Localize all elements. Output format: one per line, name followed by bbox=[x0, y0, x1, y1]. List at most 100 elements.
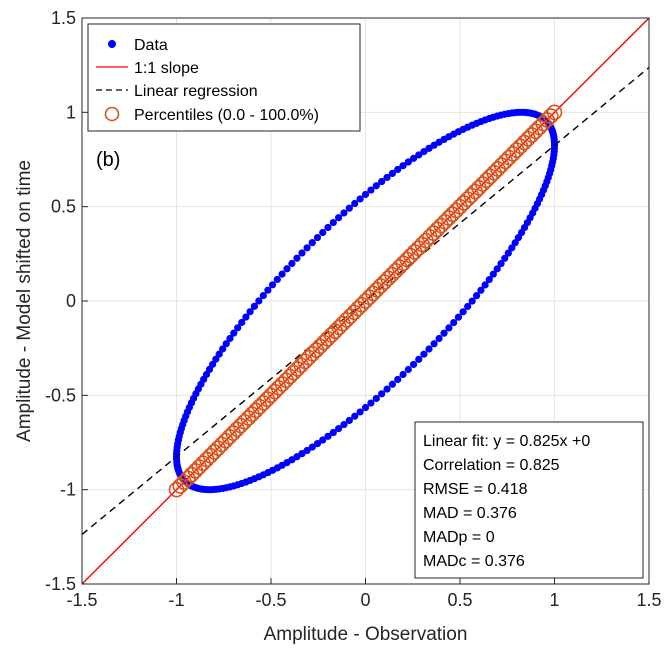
data-point bbox=[345, 416, 353, 425]
y-tick-label: -1.5 bbox=[45, 574, 76, 594]
data-point bbox=[485, 275, 493, 284]
data-point bbox=[303, 446, 311, 455]
y-tick-label: -1 bbox=[60, 480, 76, 500]
x-tick-label: 0 bbox=[360, 590, 370, 610]
data-point bbox=[367, 186, 375, 194]
data-point bbox=[319, 228, 327, 237]
percentile-point bbox=[542, 108, 559, 124]
data-point bbox=[504, 249, 512, 257]
data-point bbox=[329, 218, 337, 227]
data-point bbox=[501, 254, 509, 262]
regression-line bbox=[81, 66, 650, 536]
data-point bbox=[340, 209, 348, 217]
data-point bbox=[415, 151, 423, 159]
data-point bbox=[394, 375, 402, 384]
data-point bbox=[255, 297, 263, 305]
data-point bbox=[383, 385, 391, 393]
data-point bbox=[246, 308, 254, 316]
data-point bbox=[319, 436, 327, 444]
data-point bbox=[356, 195, 364, 203]
stats-box-frame bbox=[414, 421, 644, 579]
data-point bbox=[298, 249, 306, 257]
data-point bbox=[324, 223, 332, 232]
percentile-point bbox=[546, 104, 563, 121]
data-point bbox=[351, 199, 359, 208]
data-point bbox=[308, 443, 316, 451]
series-layer bbox=[81, 17, 650, 585]
stats-box: Linear fit: y = 0.825x +0 Correlation = … bbox=[414, 421, 644, 579]
y-tick-label: -0.5 bbox=[45, 385, 76, 405]
data-point bbox=[409, 154, 418, 162]
one-to-one-line bbox=[81, 17, 650, 585]
data-point bbox=[212, 355, 220, 363]
data-point bbox=[288, 259, 296, 268]
stats-madp: MADp = 0 bbox=[423, 529, 495, 546]
data-point bbox=[388, 380, 396, 388]
y-tick-label: 0.5 bbox=[51, 197, 76, 217]
stats-linear-fit: Linear fit: y = 0.825x +0 bbox=[423, 433, 590, 450]
data-point bbox=[303, 244, 311, 252]
data-point bbox=[264, 286, 272, 294]
data-point bbox=[420, 147, 428, 156]
y-tick-label: 0 bbox=[66, 291, 76, 311]
data-point bbox=[497, 259, 505, 268]
data-point bbox=[335, 214, 343, 222]
data-point bbox=[445, 324, 453, 332]
data-point bbox=[335, 425, 343, 433]
data-point bbox=[493, 265, 501, 273]
data-point bbox=[259, 291, 267, 300]
data-point bbox=[420, 350, 428, 358]
data-point bbox=[435, 334, 443, 343]
data-point bbox=[477, 286, 485, 294]
data-point bbox=[219, 345, 227, 353]
data-point bbox=[361, 190, 370, 199]
y-axis-label: Amplitude - Model shifted on time bbox=[14, 160, 35, 442]
data-point bbox=[361, 403, 370, 412]
data-point bbox=[308, 239, 316, 247]
x-axis-label: Amplitude - Observation bbox=[264, 624, 468, 645]
x-tick-label: 0.5 bbox=[447, 590, 472, 610]
data-point bbox=[313, 440, 322, 448]
panel-label: (b) bbox=[96, 149, 120, 171]
data-point bbox=[273, 275, 281, 284]
data-point bbox=[230, 329, 238, 337]
x-tick-label: -1.5 bbox=[66, 590, 97, 610]
legend-slope-label: 1:1 slope bbox=[134, 60, 199, 77]
data-point bbox=[430, 340, 438, 348]
data-point bbox=[356, 408, 364, 416]
legend-data-marker bbox=[108, 40, 116, 48]
y-tick-label: 1.5 bbox=[51, 8, 76, 28]
data-point bbox=[425, 345, 433, 353]
data-point bbox=[278, 270, 286, 278]
data-point bbox=[489, 270, 497, 278]
data-point bbox=[378, 390, 386, 398]
data-point bbox=[399, 162, 407, 170]
data-point bbox=[372, 394, 380, 403]
data-point bbox=[378, 177, 386, 186]
legend-percentile-marker bbox=[104, 106, 120, 122]
x-tick-label: 1.5 bbox=[636, 590, 661, 610]
data-point bbox=[226, 334, 234, 343]
y-tick-label: 1 bbox=[66, 102, 76, 122]
legend: Data 1:1 slope Linear regression Percent… bbox=[87, 23, 361, 132]
stats-rmse: RMSE = 0.418 bbox=[423, 481, 528, 498]
data-point bbox=[351, 412, 359, 420]
data-point bbox=[283, 265, 291, 273]
data-point bbox=[372, 182, 380, 190]
data-point bbox=[481, 281, 489, 289]
data-point bbox=[234, 324, 242, 332]
data-point bbox=[459, 308, 467, 316]
data-point bbox=[222, 340, 230, 348]
data-point bbox=[238, 318, 246, 327]
stats-mad: MAD = 0.376 bbox=[423, 505, 517, 522]
x-tick-label: 1 bbox=[549, 590, 559, 610]
data-point bbox=[450, 318, 458, 327]
data-point bbox=[511, 239, 519, 247]
data-point bbox=[409, 360, 418, 369]
data-point bbox=[250, 302, 259, 310]
legend-box bbox=[87, 23, 361, 132]
axis-ticks: -1.5 -1 -0.5 0 0.5 1 1.5 -1.5 -1 -0.5 0 0.5 1 1.5 bbox=[45, 8, 662, 610]
data-point bbox=[242, 313, 250, 321]
data-point bbox=[383, 173, 391, 182]
